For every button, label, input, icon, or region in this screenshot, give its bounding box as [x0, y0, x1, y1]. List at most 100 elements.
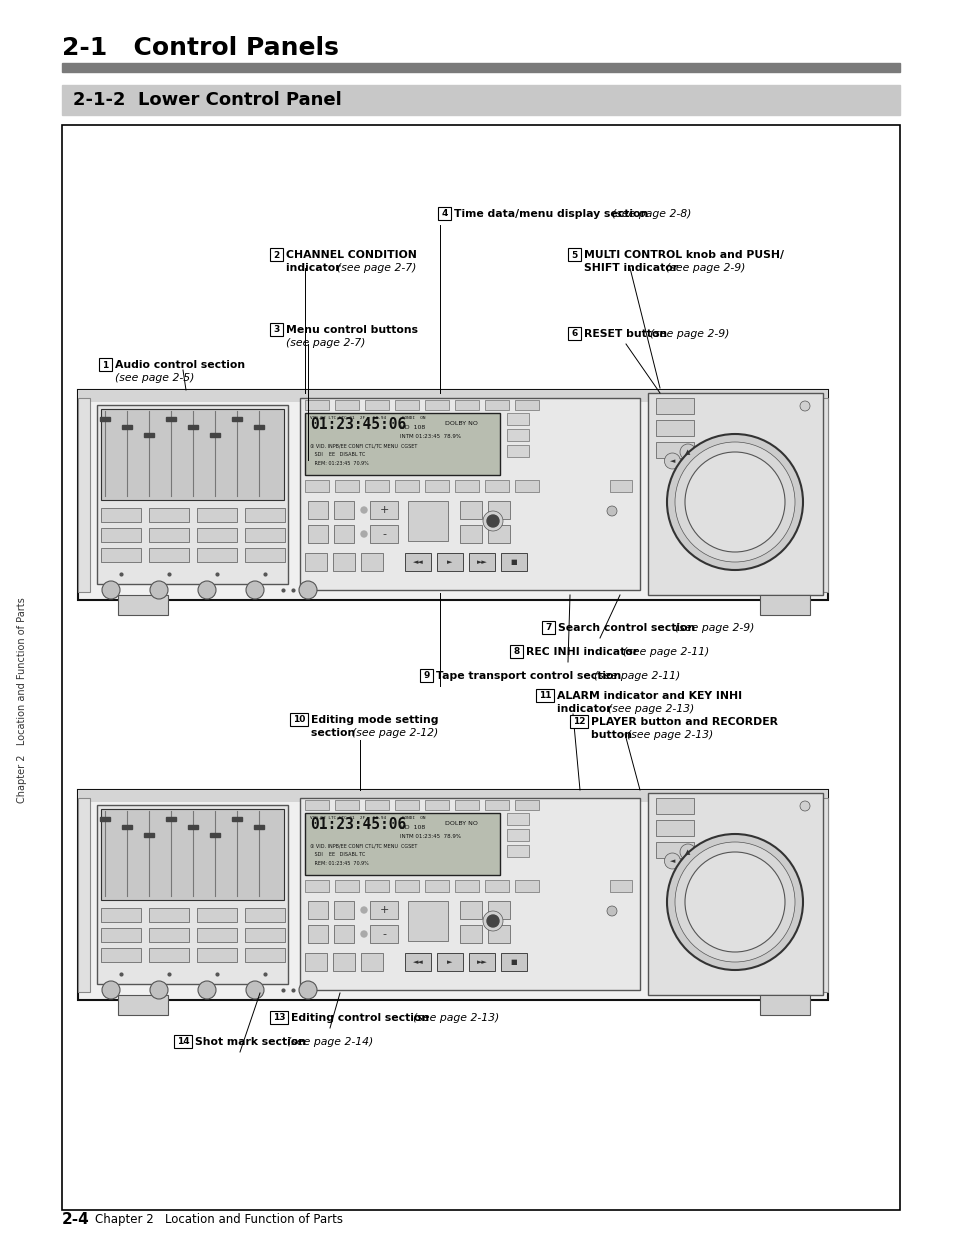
Text: section: section: [311, 728, 358, 738]
Bar: [308, 525, 328, 542]
Bar: [270, 1011, 288, 1024]
Bar: [299, 398, 639, 590]
Text: ■: ■: [510, 959, 517, 965]
Text: 2-1   Control Panels: 2-1 Control Panels: [62, 36, 338, 60]
Text: Chapter 2   Location and Function of Parts: Chapter 2 Location and Function of Parts: [95, 1213, 343, 1227]
Text: DOLBY NO: DOLBY NO: [444, 420, 477, 425]
Text: button: button: [590, 730, 635, 740]
Bar: [656, 842, 693, 858]
Text: (see page 2-12): (see page 2-12): [352, 728, 437, 738]
Bar: [188, 825, 198, 829]
Bar: [334, 501, 354, 519]
Text: 1: 1: [102, 361, 109, 369]
Bar: [270, 248, 283, 261]
Bar: [405, 953, 431, 972]
Bar: [365, 800, 389, 810]
Circle shape: [360, 907, 367, 913]
Circle shape: [150, 982, 168, 999]
Bar: [245, 549, 285, 562]
Bar: [515, 401, 538, 411]
Text: 12: 12: [572, 718, 584, 726]
Bar: [500, 953, 526, 972]
Bar: [506, 814, 529, 825]
Bar: [365, 880, 389, 892]
Text: indicator: indicator: [557, 704, 615, 714]
Bar: [78, 398, 90, 592]
Text: SHIFT indicator: SHIFT indicator: [583, 262, 681, 272]
Circle shape: [666, 434, 802, 570]
Bar: [656, 442, 693, 458]
Text: ►: ►: [447, 959, 453, 965]
Bar: [360, 554, 382, 571]
Bar: [424, 880, 449, 892]
Bar: [196, 928, 236, 942]
Bar: [395, 480, 418, 491]
Bar: [405, 554, 431, 571]
Bar: [100, 417, 110, 420]
Bar: [469, 953, 495, 972]
Text: Chapter 2   Location and Function of Parts: Chapter 2 Location and Function of Parts: [17, 597, 27, 802]
Text: Shot mark section: Shot mark section: [194, 1037, 310, 1047]
Bar: [567, 327, 580, 340]
Bar: [333, 953, 355, 972]
Bar: [395, 880, 418, 892]
Text: ■: ■: [510, 559, 517, 565]
Text: DOLBY NO: DOLBY NO: [444, 821, 477, 826]
Bar: [196, 508, 236, 522]
Text: ►►: ►►: [476, 959, 487, 965]
Text: VID.D2 LTC VTC G1  2F   59.94      CONDI  ON: VID.D2 LTC VTC G1 2F 59.94 CONDI ON: [310, 816, 425, 820]
Bar: [305, 413, 499, 475]
Circle shape: [198, 581, 215, 600]
Text: (see page 2-11): (see page 2-11): [622, 647, 708, 657]
Bar: [62, 85, 899, 114]
Bar: [488, 501, 510, 519]
Circle shape: [482, 511, 502, 531]
Text: (see page 2-9): (see page 2-9): [650, 328, 729, 340]
Bar: [436, 554, 462, 571]
Text: ◄: ◄: [669, 858, 675, 865]
Bar: [815, 398, 827, 592]
Text: HD  108: HD 108: [399, 425, 425, 430]
Bar: [424, 401, 449, 411]
Text: MULTI CONTROL knob and PUSH/: MULTI CONTROL knob and PUSH/: [583, 250, 783, 260]
Text: CHANNEL CONDITION: CHANNEL CONDITION: [286, 250, 416, 260]
Bar: [305, 800, 329, 810]
Bar: [188, 425, 198, 429]
Bar: [210, 433, 220, 437]
Circle shape: [246, 581, 264, 600]
Circle shape: [486, 515, 498, 527]
Text: (see page 2-7): (see page 2-7): [286, 338, 365, 348]
Text: (see page 2-5): (see page 2-5): [115, 373, 194, 383]
Bar: [308, 926, 328, 943]
Circle shape: [298, 982, 316, 999]
Bar: [97, 406, 288, 583]
Text: INTM 01:23:45  78.9%: INTM 01:23:45 78.9%: [399, 833, 460, 838]
Bar: [97, 805, 288, 984]
Bar: [166, 817, 175, 821]
Text: Audio control section: Audio control section: [115, 360, 245, 369]
Bar: [149, 508, 189, 522]
Bar: [484, 401, 509, 411]
Circle shape: [695, 453, 711, 469]
Bar: [515, 800, 538, 810]
Circle shape: [298, 581, 316, 600]
Bar: [506, 445, 529, 457]
Bar: [305, 401, 329, 411]
Bar: [196, 908, 236, 922]
Bar: [488, 525, 510, 542]
Bar: [305, 554, 327, 571]
Text: 7: 7: [545, 623, 551, 632]
Bar: [305, 480, 329, 491]
Bar: [149, 527, 189, 542]
Bar: [569, 715, 587, 728]
Bar: [395, 800, 418, 810]
Text: Time data/menu display section: Time data/menu display section: [454, 209, 651, 219]
Text: SDI    EE   DISABL TC: SDI EE DISABL TC: [310, 452, 365, 457]
Text: (see page 2-9): (see page 2-9): [675, 623, 754, 633]
Bar: [78, 391, 827, 600]
Bar: [245, 948, 285, 962]
Bar: [62, 124, 899, 1210]
Bar: [210, 833, 220, 837]
Bar: [455, 880, 478, 892]
Text: ◄: ◄: [669, 458, 675, 464]
